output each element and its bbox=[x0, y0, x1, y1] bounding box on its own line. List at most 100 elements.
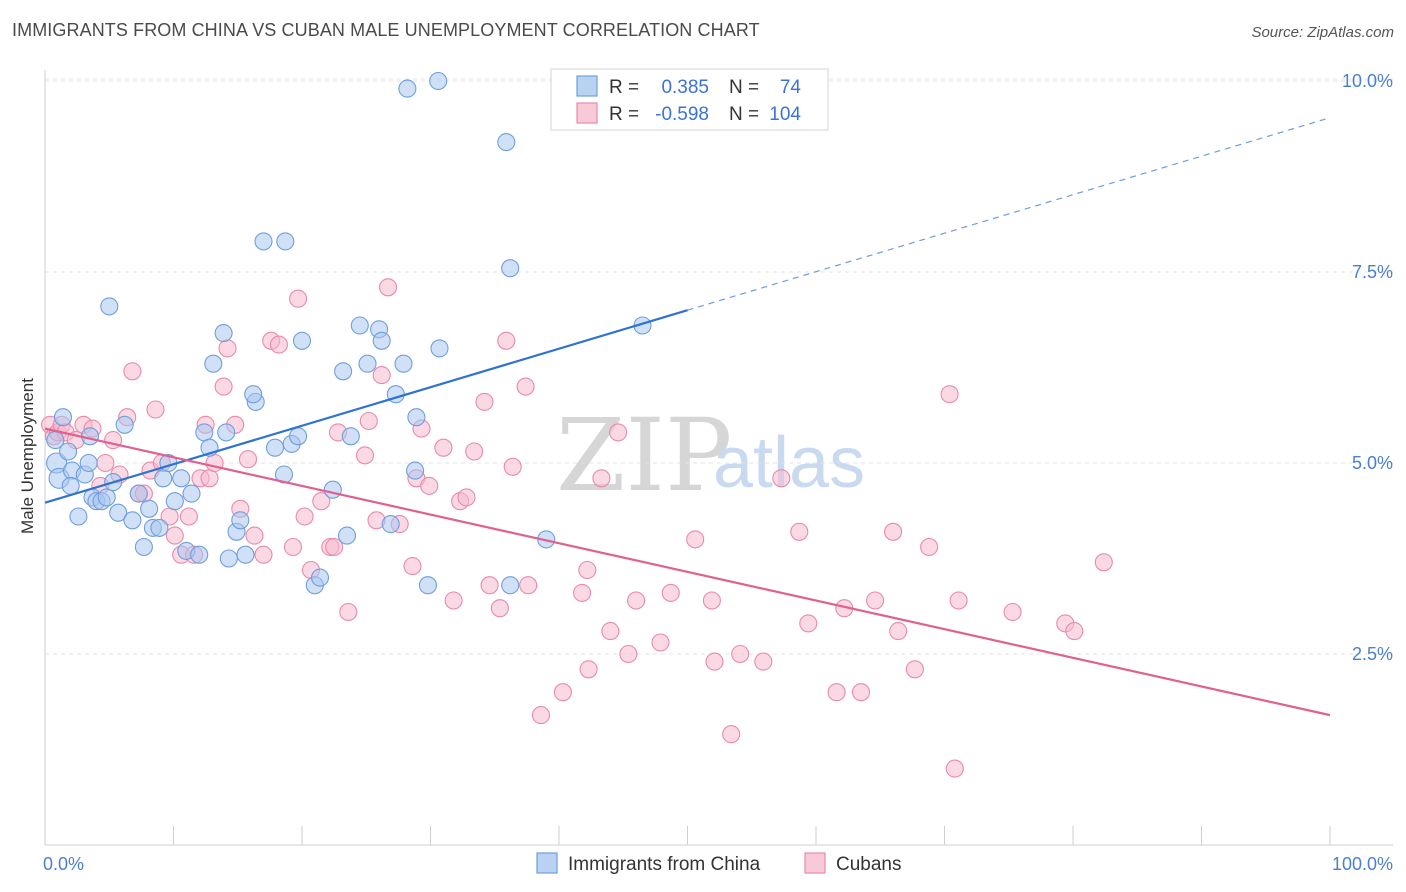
china-point-18 bbox=[134, 537, 153, 557]
cubans-point-29 bbox=[218, 339, 237, 358]
china-point-43 bbox=[289, 427, 308, 446]
x-tick-label-min: 0.0% bbox=[43, 854, 84, 874]
cubans-point-17 bbox=[146, 400, 165, 419]
china-point-19 bbox=[140, 499, 159, 518]
cubans-point-103 bbox=[1094, 553, 1113, 572]
cubans-point-68 bbox=[531, 706, 551, 725]
china-point-69 bbox=[429, 71, 448, 91]
cubans-point-67 bbox=[519, 576, 538, 595]
china-point-39 bbox=[254, 232, 273, 251]
china-point-21 bbox=[150, 518, 169, 537]
cubans-point-50 bbox=[372, 366, 391, 385]
china-point-15 bbox=[115, 415, 134, 434]
china-point-60 bbox=[418, 576, 437, 595]
bottom-legend-swatch-china bbox=[536, 852, 558, 874]
china-point-4 bbox=[59, 442, 78, 461]
cubans-point-33 bbox=[245, 526, 264, 545]
bottom-legend-label-cubans: Cubans bbox=[836, 854, 902, 875]
china-point-49 bbox=[334, 362, 353, 381]
y-tick-label-3: 10.0% bbox=[1342, 71, 1393, 91]
china-point-28 bbox=[190, 545, 209, 564]
china-point-17 bbox=[129, 484, 148, 503]
cubans-point-66 bbox=[516, 377, 535, 396]
legend-r-value-cubans: -0.598 bbox=[655, 104, 709, 125]
china-point-65 bbox=[217, 423, 236, 442]
legend: R = 0.385 N = 74 R = -0.598 N = 104 bbox=[550, 68, 829, 131]
china-point-50 bbox=[341, 427, 360, 446]
china-point-54 bbox=[372, 331, 391, 350]
cubans-point-46 bbox=[355, 446, 375, 465]
cubans-point-9 bbox=[96, 453, 115, 473]
cubans-point-37 bbox=[283, 537, 303, 557]
china-point-25 bbox=[172, 469, 191, 488]
cubans-point-98 bbox=[945, 759, 964, 778]
cubans-point-63 bbox=[490, 599, 509, 618]
chart-title: IMMIGRANTS FROM CHINA VS CUBAN MALE UNEM… bbox=[12, 20, 760, 40]
china-point-66 bbox=[276, 232, 295, 251]
china-point-51 bbox=[350, 316, 369, 335]
series-immigrants-from-china bbox=[46, 71, 652, 595]
trendlines bbox=[44, 117, 1331, 717]
cubans-point-79 bbox=[661, 583, 680, 602]
china-point-12 bbox=[97, 488, 116, 507]
cubans-point-94 bbox=[889, 622, 908, 641]
cubans-point-93 bbox=[884, 522, 903, 541]
china-point-59 bbox=[406, 461, 425, 480]
china-point-71 bbox=[501, 576, 520, 595]
axes bbox=[44, 70, 1393, 846]
cubans-point-75 bbox=[609, 423, 628, 442]
china-point-3 bbox=[53, 408, 73, 427]
china-point-64 bbox=[100, 297, 119, 316]
cubans-point-36 bbox=[269, 335, 288, 354]
cubans-point-86 bbox=[772, 469, 791, 488]
cubans-point-56 bbox=[434, 438, 453, 457]
china-point-36 bbox=[236, 545, 255, 564]
bottom-legend-label-china: Immigrants from China bbox=[568, 854, 761, 875]
cubans-point-28 bbox=[214, 377, 233, 396]
y-tick-label-0: 2.5% bbox=[1352, 644, 1393, 664]
y-tick-label-1: 5.0% bbox=[1352, 453, 1393, 473]
china-point-68 bbox=[398, 79, 417, 98]
china-point-55 bbox=[381, 515, 400, 534]
cubans-point-83 bbox=[722, 725, 741, 744]
legend-n-label-china: N = bbox=[729, 77, 759, 98]
cubans-point-59 bbox=[457, 488, 476, 507]
cubans-point-73 bbox=[592, 469, 611, 488]
legend-swatch-cubans bbox=[576, 102, 598, 124]
cubans-point-70 bbox=[578, 560, 597, 580]
watermark-zip: ZIP bbox=[556, 397, 732, 514]
cubans-point-72 bbox=[579, 660, 598, 679]
cubans-point-95 bbox=[905, 660, 924, 679]
cubans-point-38 bbox=[289, 289, 308, 308]
cubans-point-62 bbox=[480, 576, 499, 595]
china-point-22 bbox=[154, 469, 173, 488]
source-label: Source: ZipAtlas.com bbox=[1251, 24, 1394, 41]
cubans-point-49 bbox=[379, 278, 398, 297]
cubans-point-65 bbox=[503, 457, 522, 476]
cubans-point-34 bbox=[254, 545, 273, 564]
cubans-point-102 bbox=[1065, 622, 1084, 641]
china-point-40 bbox=[265, 438, 285, 457]
cubans-point-99 bbox=[949, 591, 968, 610]
watermark: ZIP atlas bbox=[556, 397, 865, 514]
cubans-point-81 bbox=[702, 591, 721, 610]
cubans-point-61 bbox=[475, 392, 494, 411]
china-point-14 bbox=[109, 503, 128, 522]
cubans-point-27 bbox=[205, 453, 224, 473]
china-point-57 bbox=[394, 354, 413, 373]
china-point-48 bbox=[337, 526, 357, 545]
cubans-point-32 bbox=[238, 450, 258, 469]
china-point-52 bbox=[358, 354, 377, 373]
cubans-point-85 bbox=[754, 652, 773, 671]
cubans-point-97 bbox=[940, 385, 959, 404]
cubans-point-60 bbox=[465, 442, 484, 461]
china-point-24 bbox=[165, 492, 184, 511]
cubans-point-64 bbox=[497, 331, 516, 350]
china-point-31 bbox=[204, 354, 223, 373]
china-point-33 bbox=[219, 549, 238, 568]
cubans-point-39 bbox=[295, 507, 314, 526]
legend-r-label-china: R = bbox=[609, 77, 639, 98]
cubans-point-13 bbox=[123, 362, 142, 381]
cubans-point-20 bbox=[165, 526, 184, 545]
